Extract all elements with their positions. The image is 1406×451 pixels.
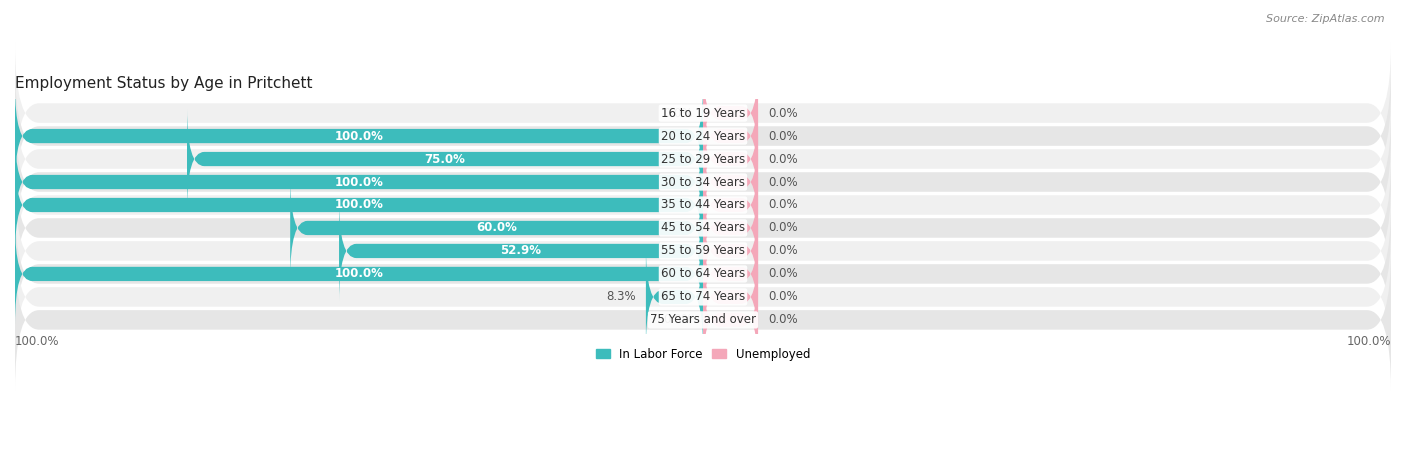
Text: 100.0%: 100.0% (335, 198, 384, 212)
FancyBboxPatch shape (15, 86, 703, 186)
Legend: In Labor Force, Unemployed: In Labor Force, Unemployed (591, 343, 815, 365)
Text: 100.0%: 100.0% (335, 267, 384, 281)
Text: 0.0%: 0.0% (768, 221, 799, 235)
Text: 25 to 29 Years: 25 to 29 Years (661, 152, 745, 166)
FancyBboxPatch shape (703, 109, 758, 209)
Text: 100.0%: 100.0% (335, 175, 384, 189)
Text: 75 Years and over: 75 Years and over (650, 313, 756, 327)
Text: 35 to 44 Years: 35 to 44 Years (661, 198, 745, 212)
FancyBboxPatch shape (187, 109, 703, 209)
FancyBboxPatch shape (703, 63, 758, 163)
FancyBboxPatch shape (15, 224, 703, 324)
FancyBboxPatch shape (703, 178, 758, 278)
Text: 45 to 54 Years: 45 to 54 Years (661, 221, 745, 235)
FancyBboxPatch shape (290, 178, 703, 278)
Text: 75.0%: 75.0% (425, 152, 465, 166)
FancyBboxPatch shape (703, 201, 758, 301)
FancyBboxPatch shape (645, 247, 703, 347)
Text: 0.0%: 0.0% (664, 313, 693, 327)
Text: 0.0%: 0.0% (768, 267, 799, 281)
FancyBboxPatch shape (15, 180, 1391, 322)
Text: 0.0%: 0.0% (768, 152, 799, 166)
Text: 0.0%: 0.0% (768, 129, 799, 143)
FancyBboxPatch shape (15, 155, 703, 255)
Text: 55 to 59 Years: 55 to 59 Years (661, 244, 745, 258)
FancyBboxPatch shape (15, 111, 1391, 253)
FancyBboxPatch shape (15, 42, 1391, 184)
Text: 60.0%: 60.0% (477, 221, 517, 235)
Text: Employment Status by Age in Pritchett: Employment Status by Age in Pritchett (15, 76, 312, 91)
Text: 100.0%: 100.0% (335, 129, 384, 143)
Text: 16 to 19 Years: 16 to 19 Years (661, 106, 745, 120)
FancyBboxPatch shape (703, 270, 758, 370)
Text: 0.0%: 0.0% (768, 244, 799, 258)
FancyBboxPatch shape (15, 88, 1391, 230)
Text: 0.0%: 0.0% (768, 290, 799, 304)
FancyBboxPatch shape (15, 132, 703, 232)
FancyBboxPatch shape (15, 65, 1391, 207)
FancyBboxPatch shape (703, 155, 758, 255)
Text: 0.0%: 0.0% (768, 175, 799, 189)
Text: 0.0%: 0.0% (768, 198, 799, 212)
FancyBboxPatch shape (703, 132, 758, 232)
FancyBboxPatch shape (15, 134, 1391, 276)
Text: 65 to 74 Years: 65 to 74 Years (661, 290, 745, 304)
FancyBboxPatch shape (703, 224, 758, 324)
Text: 8.3%: 8.3% (606, 290, 636, 304)
Text: 20 to 24 Years: 20 to 24 Years (661, 129, 745, 143)
Text: 0.0%: 0.0% (768, 313, 799, 327)
FancyBboxPatch shape (15, 157, 1391, 299)
Text: 100.0%: 100.0% (15, 335, 59, 348)
Text: 52.9%: 52.9% (501, 244, 541, 258)
FancyBboxPatch shape (339, 201, 703, 301)
FancyBboxPatch shape (703, 86, 758, 186)
Text: 0.0%: 0.0% (664, 106, 693, 120)
FancyBboxPatch shape (15, 203, 1391, 345)
Text: 60 to 64 Years: 60 to 64 Years (661, 267, 745, 281)
FancyBboxPatch shape (703, 247, 758, 347)
FancyBboxPatch shape (15, 249, 1391, 391)
Text: Source: ZipAtlas.com: Source: ZipAtlas.com (1267, 14, 1385, 23)
Text: 30 to 34 Years: 30 to 34 Years (661, 175, 745, 189)
FancyBboxPatch shape (15, 226, 1391, 368)
Text: 100.0%: 100.0% (1347, 335, 1391, 348)
Text: 0.0%: 0.0% (768, 106, 799, 120)
